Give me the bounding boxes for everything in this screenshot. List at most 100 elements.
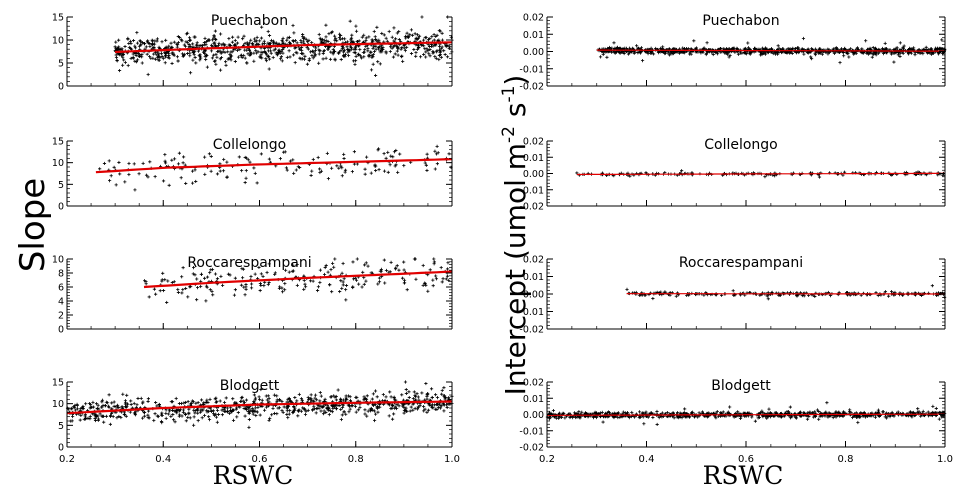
data-point bbox=[243, 155, 247, 160]
data-point bbox=[191, 400, 195, 404]
panels: 0 5 10 15 Puechabon 0 5 10 15 Collelongo 0 2 4 6 8 10 Ro… bbox=[52, 13, 953, 466]
data-point bbox=[218, 68, 223, 72]
data-point bbox=[309, 393, 313, 397]
y-tick-label: 10 bbox=[52, 36, 64, 47]
data-point bbox=[390, 46, 394, 50]
data-point bbox=[108, 422, 112, 426]
data-point bbox=[733, 50, 737, 54]
data-point bbox=[285, 55, 289, 59]
data-point bbox=[428, 37, 432, 41]
data-point bbox=[369, 406, 374, 411]
data-point bbox=[291, 23, 295, 28]
data-point bbox=[202, 40, 207, 45]
data-point bbox=[220, 43, 224, 47]
data-point bbox=[248, 160, 252, 164]
data-point bbox=[876, 51, 881, 55]
data-point bbox=[91, 400, 95, 404]
data-point bbox=[761, 415, 765, 419]
data-point bbox=[400, 54, 404, 58]
data-point bbox=[228, 43, 233, 48]
data-point bbox=[400, 393, 404, 397]
data-point bbox=[224, 396, 228, 400]
data-point bbox=[145, 52, 149, 56]
slope-panel-blodgett: 0 5 10 15 0.2 0.4 0.6 0.8 1.0 Blodgett bbox=[52, 378, 460, 466]
data-point bbox=[231, 397, 235, 401]
data-point bbox=[378, 405, 382, 409]
data-point bbox=[933, 46, 938, 50]
data-point bbox=[593, 411, 597, 415]
x-tick-label: 0.6 bbox=[252, 454, 268, 465]
data-point bbox=[207, 415, 211, 419]
data-point bbox=[428, 268, 432, 272]
data-point bbox=[719, 46, 723, 51]
data-point bbox=[351, 59, 356, 63]
data-point bbox=[337, 35, 342, 39]
data-point bbox=[249, 38, 253, 42]
data-point bbox=[613, 46, 617, 50]
data-point bbox=[309, 50, 313, 54]
data-point bbox=[311, 56, 315, 60]
data-point bbox=[363, 412, 367, 416]
intercept-label-s: s bbox=[499, 103, 532, 127]
data-point bbox=[404, 387, 408, 392]
data-point bbox=[153, 175, 157, 179]
data-point bbox=[376, 404, 380, 409]
data-point bbox=[322, 272, 327, 277]
data-point bbox=[187, 42, 191, 47]
fit-line bbox=[576, 172, 946, 176]
data-point bbox=[435, 407, 439, 412]
data-point bbox=[577, 410, 581, 414]
data-point bbox=[320, 40, 324, 44]
data-point bbox=[806, 50, 810, 55]
data-point bbox=[392, 396, 396, 400]
data-point bbox=[237, 155, 241, 159]
data-point bbox=[342, 410, 346, 414]
data-point bbox=[389, 154, 393, 158]
data-point bbox=[388, 163, 392, 167]
data-point bbox=[363, 172, 367, 176]
x-tick-label: 1.0 bbox=[937, 454, 953, 465]
data-point bbox=[637, 415, 641, 420]
data-point bbox=[114, 40, 118, 44]
data-point bbox=[760, 52, 764, 57]
y-tick-label: 0.00 bbox=[523, 290, 544, 301]
data-point bbox=[291, 38, 295, 43]
data-point bbox=[170, 280, 174, 285]
data-point bbox=[344, 396, 348, 400]
data-point bbox=[384, 395, 388, 399]
data-point bbox=[112, 400, 116, 404]
data-point bbox=[293, 60, 297, 65]
data-point bbox=[244, 407, 249, 412]
data-point bbox=[607, 45, 612, 50]
data-point bbox=[655, 422, 659, 427]
data-point bbox=[433, 54, 437, 59]
data-point bbox=[364, 279, 368, 283]
data-point bbox=[142, 411, 147, 415]
data-point bbox=[711, 52, 715, 57]
data-point bbox=[205, 40, 209, 44]
data-point bbox=[253, 171, 257, 175]
data-point bbox=[134, 60, 139, 64]
data-point bbox=[446, 44, 450, 48]
data-point bbox=[642, 422, 646, 426]
y-tick-label: 2 bbox=[58, 311, 64, 322]
data-point bbox=[117, 38, 121, 42]
data-point bbox=[210, 289, 214, 293]
data-point bbox=[257, 395, 261, 399]
data-point bbox=[697, 411, 701, 415]
y-tick-label: 0.02 bbox=[523, 13, 544, 24]
data-point bbox=[123, 60, 127, 65]
data-point bbox=[267, 57, 272, 61]
data-point bbox=[672, 416, 676, 420]
data-point bbox=[310, 399, 314, 403]
data-point bbox=[940, 38, 944, 42]
data-point bbox=[358, 405, 362, 410]
data-point bbox=[120, 47, 124, 51]
data-point bbox=[817, 409, 821, 414]
data-point bbox=[838, 61, 842, 65]
data-point bbox=[100, 405, 104, 409]
data-point bbox=[908, 410, 912, 414]
data-point bbox=[885, 51, 889, 55]
data-point bbox=[230, 35, 235, 39]
data-point bbox=[313, 393, 318, 397]
